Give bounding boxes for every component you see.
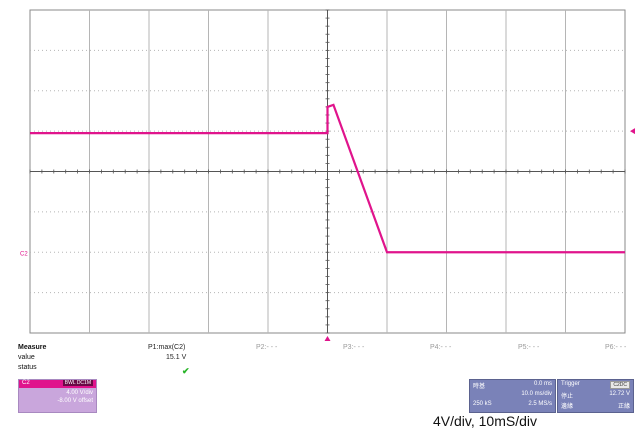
trigger-level: 12.72 V <box>609 391 630 397</box>
channel-c2-scale: 4.00 V/div <box>66 390 93 396</box>
timebase-samples: 250 kS <box>473 401 492 407</box>
p6-slot[interactable]: P6:- - - <box>605 344 627 351</box>
trigger-type: 邊緣 <box>561 404 574 410</box>
measure-title: Measure <box>18 344 47 351</box>
channel-ground-marker: C2 <box>20 251 28 257</box>
trigger-level-marker <box>630 128 635 135</box>
trigger-source-badge: C2DC <box>610 381 630 389</box>
channel-c2-header: C2 BWL DC1M <box>19 380 96 388</box>
channel-c2-descriptor[interactable]: C2 BWL DC1M 4.00 V/div -8.00 V offset <box>18 379 97 413</box>
waveform-trace <box>30 103 625 254</box>
p4-slot[interactable]: P4:- - - <box>430 344 452 351</box>
measure-value-label: value <box>18 354 35 361</box>
trigger-label: Trigger <box>561 381 580 387</box>
timebase-sample-rate: 2.5 MS/s <box>528 401 552 407</box>
channel-c2-offset: -8.00 V offset <box>57 398 93 404</box>
p2-slot[interactable]: P2:- - - <box>256 344 278 351</box>
measure-panel: Measure value status P1:max(C2) 15.1 V ✔… <box>0 340 640 382</box>
timebase-delay: 0.0 ms <box>533 381 552 387</box>
trigger-position-marker <box>324 336 331 341</box>
caption-text: 4V/div, 10mS/div <box>433 413 538 429</box>
measure-status-label: status <box>18 364 37 371</box>
timebase-scale: 10.0 ms/div <box>521 391 552 397</box>
p1-name[interactable]: P1:max(C2) <box>148 344 186 351</box>
timebase-label: 時基 <box>473 384 486 390</box>
p5-slot[interactable]: P5:- - - <box>518 344 540 351</box>
bandwidth-badge: BWL DC1M <box>62 380 93 386</box>
waveform-grid: C2 <box>20 9 635 341</box>
p1-value: 15.1 V <box>166 354 187 361</box>
trigger-descriptor[interactable]: Trigger C2DC 停止 12.72 V 邊緣 正緣 <box>557 379 634 413</box>
channel-c2-name: C2 <box>22 380 30 386</box>
trigger-mode: 停止 <box>561 394 574 400</box>
trigger-slope: 正緣 <box>617 404 630 410</box>
p3-slot[interactable]: P3:- - - <box>343 344 365 351</box>
check-icon: ✔ <box>182 366 190 376</box>
oscilloscope-screen: C2 <box>20 9 635 341</box>
timebase-descriptor[interactable]: 時基 0.0 ms 10.0 ms/div 250 kS 2.5 MS/s <box>469 379 556 413</box>
